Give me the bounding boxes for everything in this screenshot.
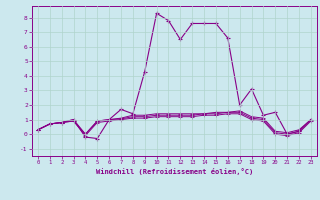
X-axis label: Windchill (Refroidissement éolien,°C): Windchill (Refroidissement éolien,°C) — [96, 168, 253, 175]
